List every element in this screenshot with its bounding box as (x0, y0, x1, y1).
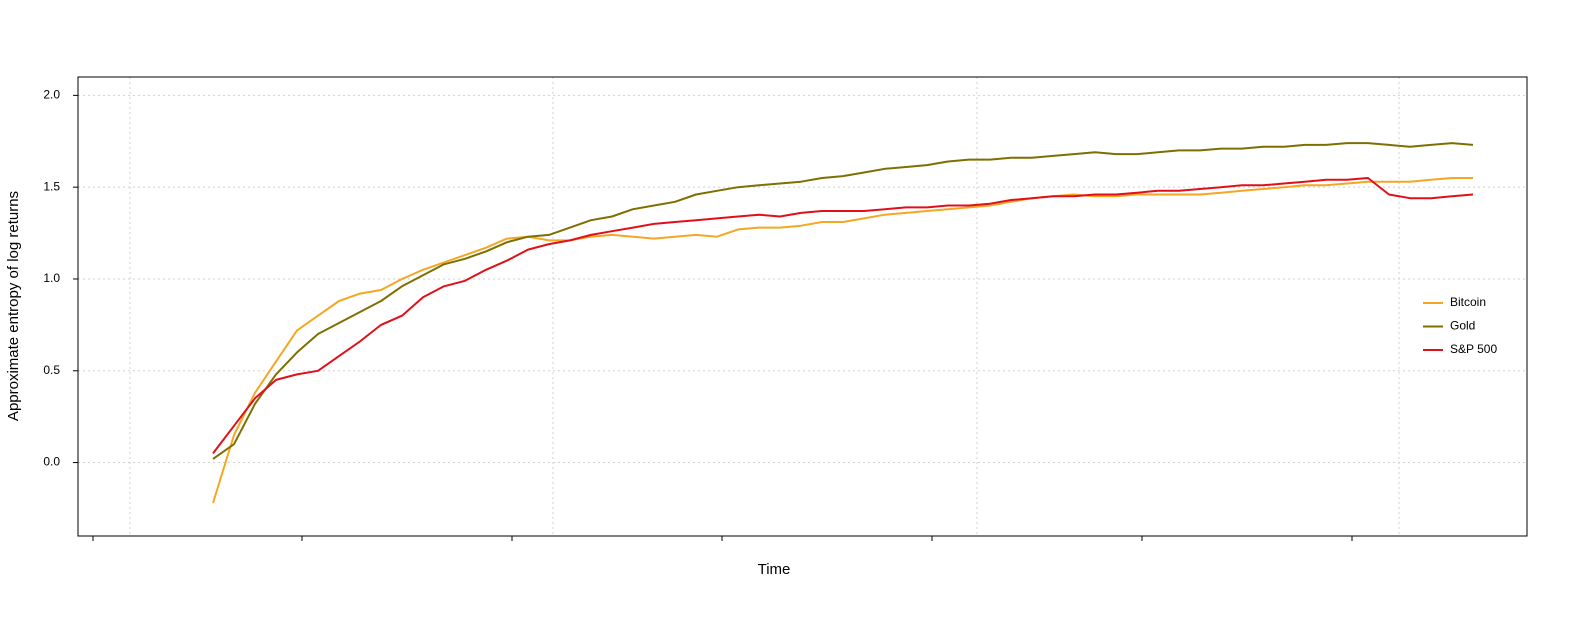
line-series (212, 177, 1473, 504)
x-grid (129, 77, 1400, 536)
legend-label: S&P 500 (1450, 342, 1497, 356)
legend-label: Bitcoin (1450, 295, 1486, 309)
line-series (212, 177, 1474, 455)
y-tick-label: 1.0 (43, 271, 60, 285)
y-tick-label: 2.0 (43, 88, 60, 102)
legend-label: Gold (1450, 319, 1475, 333)
plot-frame (77, 76, 1528, 537)
x-axis-title: Time (758, 561, 791, 578)
y-tick-label: 0.5 (43, 363, 60, 377)
y-tick-label: 1.5 (43, 179, 60, 193)
x-ticks (92, 536, 1353, 541)
y-tick-label: 0.0 (43, 455, 60, 469)
line-series (212, 142, 1474, 460)
y-axis-title: Approximate entropy of log returns (5, 191, 22, 421)
